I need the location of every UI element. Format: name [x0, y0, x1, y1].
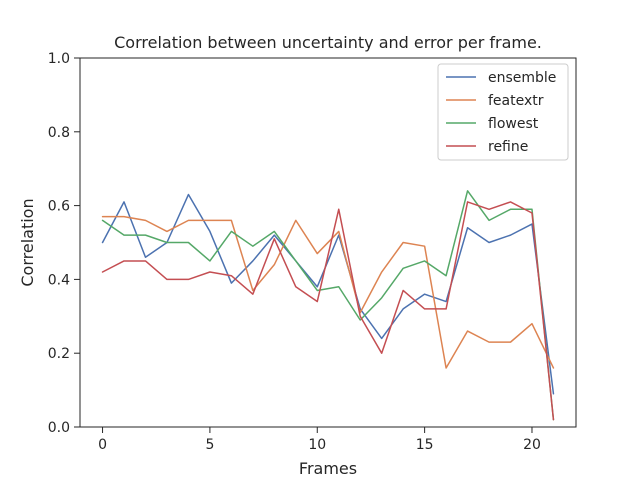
- legend-label-refine: refine: [488, 139, 528, 155]
- legend-label-featextr: featextr: [488, 93, 544, 109]
- x-tick-label: 0: [98, 437, 107, 453]
- x-axis-ticks: 0 5 10 15 20: [98, 427, 541, 453]
- series-line-featextr: [101, 215, 555, 369]
- legend: ensemble featextr flowest refine: [437, 63, 569, 161]
- x-tick-label: 15: [416, 437, 434, 453]
- x-tick-label: 5: [205, 437, 214, 453]
- plot-lines: [101, 190, 555, 421]
- legend-label-flowest: flowest: [488, 116, 539, 132]
- y-tick-label: 0.8: [48, 125, 70, 141]
- x-tick-label: 10: [308, 437, 326, 453]
- series-line-refine: [101, 201, 555, 421]
- x-tick-label: 20: [523, 437, 541, 453]
- y-tick-label: 0.6: [48, 199, 70, 215]
- y-axis-ticks: 0.0 0.2 0.4 0.6 0.8 1.0: [48, 51, 80, 436]
- series-line-flowest: [101, 190, 555, 421]
- y-tick-label: 0.0: [48, 420, 70, 436]
- series-line-ensemble: [101, 193, 555, 395]
- x-axis-label: Frames: [299, 459, 357, 478]
- y-tick-label: 0.4: [48, 272, 70, 288]
- chart-title: Correlation between uncertainty and erro…: [114, 33, 542, 52]
- legend-label-ensemble: ensemble: [488, 70, 556, 86]
- y-tick-label: 0.2: [48, 346, 70, 362]
- legend-box: [437, 63, 569, 161]
- y-axis-label: Correlation: [18, 198, 37, 286]
- plot-area-frame: [79, 57, 577, 428]
- y-tick-label: 1.0: [48, 51, 70, 67]
